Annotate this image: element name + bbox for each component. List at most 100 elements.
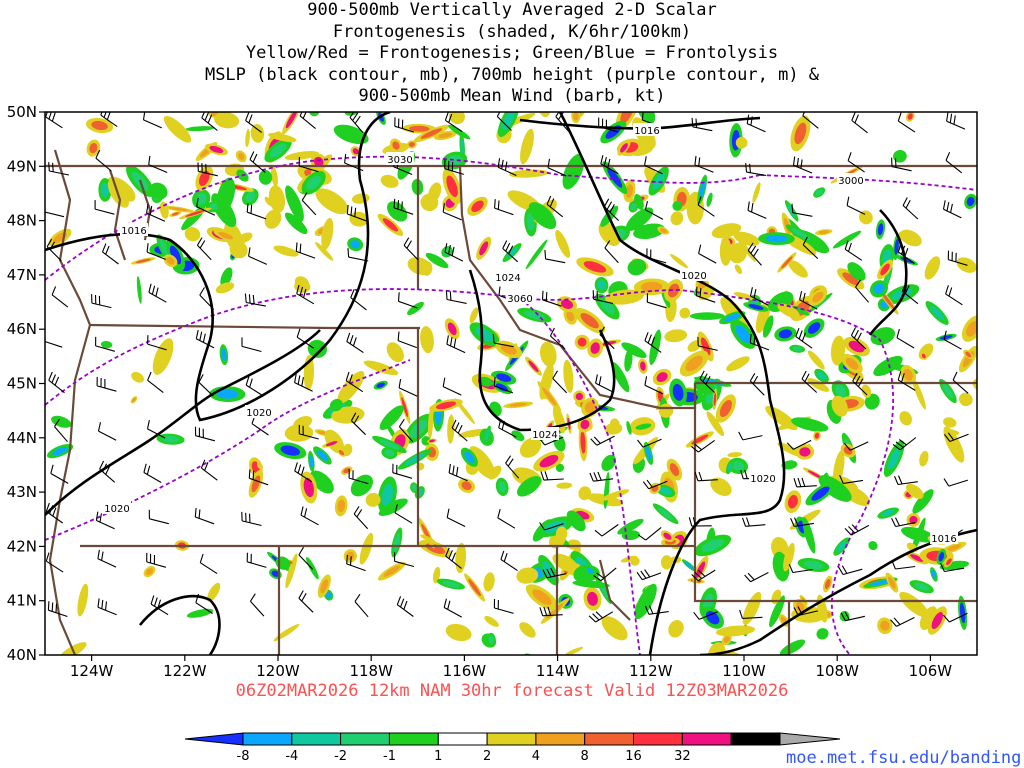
frontogenesis-cell xyxy=(621,342,647,359)
wind-barb xyxy=(97,422,117,441)
frontogenesis-cell xyxy=(207,582,221,602)
wind-barb xyxy=(747,242,762,266)
colorbar-label: -2 xyxy=(334,749,347,764)
frontogenesis-cell xyxy=(807,350,825,370)
title-line-3: Yellow/Red = Frontogenesis; Green/Blue =… xyxy=(245,43,779,63)
frontogenesis-core xyxy=(833,341,843,360)
frontogenesis-cell xyxy=(818,475,852,502)
mslp-label-bg xyxy=(494,270,522,283)
title-line-2: Frontogenesis (shaded, K/6hr/100km) xyxy=(332,21,692,42)
frontogenesis-cell xyxy=(617,518,644,535)
wind-barb xyxy=(150,595,169,616)
wind-barb xyxy=(246,203,267,220)
frontogenesis-core xyxy=(498,481,506,493)
wind-barb xyxy=(846,196,866,215)
mslp-label-bg xyxy=(930,531,958,544)
frontogenesis-core xyxy=(758,307,768,327)
frontogenesis-cell xyxy=(912,489,934,514)
wind-barb xyxy=(604,240,619,264)
lat-tick-label: 45N xyxy=(7,375,37,393)
frontogenesis-cell xyxy=(679,307,691,319)
wind-barb xyxy=(637,438,662,448)
frontogenesis-cell xyxy=(728,242,748,264)
lat-tick-label: 41N xyxy=(7,592,37,610)
frontogenesis-core xyxy=(309,455,314,468)
frontogenesis-core xyxy=(717,226,736,236)
wind-barb xyxy=(539,606,563,617)
wind-barb xyxy=(298,590,314,613)
wind-barb xyxy=(298,156,319,173)
wind-barb xyxy=(603,198,619,221)
frontogenesis-core xyxy=(880,263,890,276)
wind-barb xyxy=(451,419,468,442)
frontogenesis-cell xyxy=(380,174,399,188)
frontogenesis-cell xyxy=(727,452,743,458)
frontogenesis-core xyxy=(803,560,824,570)
wind-barb xyxy=(793,477,817,488)
wind-barb xyxy=(544,249,566,264)
wind-barb xyxy=(295,242,316,259)
frontogenesis-cell xyxy=(706,411,725,437)
wind-barb xyxy=(546,195,564,218)
frontogenesis-cell xyxy=(308,112,320,117)
wind-barb xyxy=(349,112,364,134)
frontogenesis-core xyxy=(584,401,596,414)
wind-barb xyxy=(747,201,767,219)
frontogenesis-core xyxy=(870,579,891,586)
wind-barb xyxy=(347,248,369,262)
lon-tick-label: 106W xyxy=(909,662,953,680)
frontogenesis-core xyxy=(923,610,934,626)
frontogenesis-core xyxy=(101,182,109,197)
frontogenesis-core xyxy=(271,570,280,577)
wind-barb xyxy=(393,198,414,215)
frontogenesis-core xyxy=(303,477,314,498)
frontogenesis-cell xyxy=(479,376,493,387)
frontogenesis-core xyxy=(946,558,952,566)
frontogenesis-cell xyxy=(353,80,391,108)
wind-barb xyxy=(847,152,865,173)
frontogenesis-cell xyxy=(791,417,829,432)
lon-tick-label: 122W xyxy=(163,662,207,680)
lon-tick-label: 120W xyxy=(256,662,300,680)
frontogenesis-cell xyxy=(576,79,586,89)
mslp-label: 1020 xyxy=(246,408,271,419)
credit-link[interactable]: moe.met.fsu.edu/banding xyxy=(786,748,1022,768)
wind-barb xyxy=(198,374,214,397)
mslp-contour-1024-west xyxy=(45,112,391,422)
frontogenesis-core xyxy=(877,223,884,236)
forecast-valid-time: 06Z02MAR2026 12km NAM 30hr forecast Vali… xyxy=(235,681,789,701)
frontogenesis-cell xyxy=(689,312,725,320)
wind-barb xyxy=(694,471,718,482)
frontogenesis-core xyxy=(162,435,179,443)
wind-barb xyxy=(802,112,819,129)
frontogenesis-core xyxy=(457,548,464,568)
wind-barb xyxy=(893,475,918,486)
wind-barb xyxy=(793,606,818,617)
wind-barb xyxy=(146,419,166,439)
wind-barb xyxy=(298,546,314,570)
frontogenesis-core xyxy=(901,414,910,423)
lon-tick-label: 108W xyxy=(815,662,859,680)
frontogenesis-core xyxy=(817,371,826,381)
frontogenesis-core xyxy=(672,383,684,401)
frontogenesis-core xyxy=(52,446,68,456)
wind-barb xyxy=(749,373,765,396)
frontogenesis-cell xyxy=(688,92,698,103)
wind-barb xyxy=(500,550,518,572)
frontogenesis-core xyxy=(781,256,793,269)
frontogenesis-core xyxy=(89,142,98,154)
wind-barb xyxy=(348,469,369,485)
frontogenesis-cell xyxy=(670,253,688,269)
wind-barb xyxy=(891,560,916,570)
wind-barb xyxy=(296,284,315,305)
frontogenesis-core xyxy=(580,662,589,674)
frontogenesis-core xyxy=(526,213,535,231)
wind-barb xyxy=(594,524,619,537)
frontogenesis-cell xyxy=(601,454,616,472)
frontogenesis-core xyxy=(542,560,555,580)
frontogenesis-core xyxy=(280,445,301,456)
frontogenesis-cell xyxy=(516,476,542,497)
frontogenesis-cell xyxy=(944,429,960,436)
frontogenesis-core xyxy=(748,304,764,310)
wind-barb xyxy=(199,553,218,575)
